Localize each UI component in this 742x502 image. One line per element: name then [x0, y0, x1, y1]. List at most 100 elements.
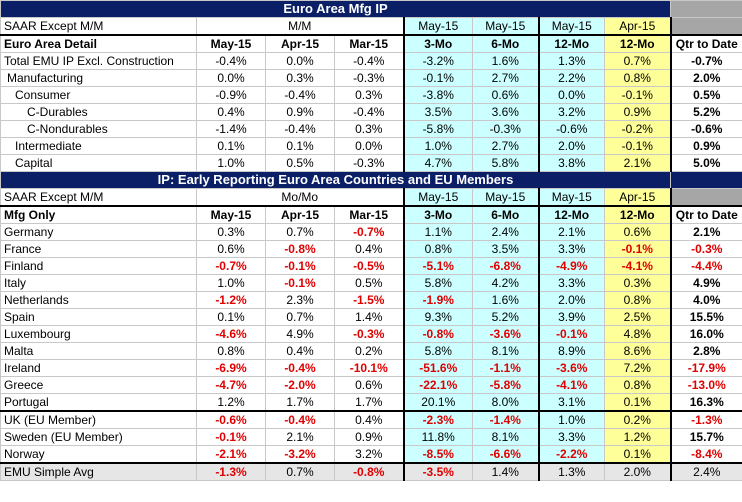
row-label: Norway — [0, 445, 197, 464]
sub-h4: Apr-15 — [603, 188, 672, 207]
row-value: -0.1% — [537, 325, 605, 343]
row-value: -5.1% — [402, 257, 473, 275]
row-value: 2.0% — [537, 291, 605, 309]
eu-row: Sweden (EU Member) -0.1% 2.1% 0.9% 11.8% 8.1%… — [0, 428, 742, 446]
row-value: -2.2% — [537, 445, 605, 464]
row-value: 0.5% — [334, 274, 404, 292]
row-value: 2.0% — [669, 69, 742, 87]
row-value: 5.8% — [472, 154, 539, 172]
hdr-col: 3-Mo — [402, 34, 473, 53]
row-value: 15.5% — [669, 308, 742, 326]
top-title-text: Euro Area Mfg IP — [0, 0, 672, 18]
row-value: -0.7% — [334, 223, 404, 241]
row-value: -4.7% — [196, 376, 266, 394]
row-value: 3.2% — [537, 103, 605, 121]
row-value: 1.0% — [402, 137, 473, 155]
row-value: 0.6% — [334, 376, 404, 394]
country-row: Portugal 1.2% 1.7% 1.7% 20.1% 8.0% 3.1% 0.1% 16.… — [0, 393, 742, 412]
row-value: -17.9% — [669, 359, 742, 377]
row-value: 0.8% — [603, 376, 672, 394]
hdr-col: Mar-15 — [334, 205, 404, 224]
row-value: -0.8% — [265, 240, 335, 258]
row-value: 0.3% — [334, 120, 404, 138]
country-row: Germany 0.3% 0.7% -0.7% 1.1% 2.4% 2.1% 0.6% 2.1% — [0, 223, 742, 241]
country-row: Spain 0.1% 0.7% 1.4% 9.3% 5.2% 3.9% 2.5% 15.5% — [0, 308, 742, 326]
row-value: 0.8% — [196, 342, 266, 360]
hdr-col: 3-Mo — [402, 205, 473, 224]
row-value: 16.0% — [669, 325, 742, 343]
row-value: -0.8% — [334, 462, 404, 481]
eu-row: UK (EU Member) -0.6% -0.4% 0.4% -2.3% -1.4% 1.… — [0, 410, 742, 429]
row-label: EMU Simple Avg — [0, 462, 197, 481]
row-value: 3.2% — [334, 445, 404, 464]
row-value: 0.7% — [603, 52, 672, 70]
row-value: 2.1% — [669, 223, 742, 241]
row-value: -1.3% — [196, 462, 266, 481]
row-value: -4.4% — [669, 257, 742, 275]
row-value: -0.6% — [196, 410, 266, 429]
country-row: Ireland -6.9% -0.4% -10.1% -51.6% -1.1% -3.6% 7… — [0, 359, 742, 377]
row-value: -0.3% — [669, 240, 742, 258]
row-label: Italy — [0, 274, 197, 292]
row-value: -51.6% — [402, 359, 473, 377]
row-value: 7.2% — [603, 359, 672, 377]
row-value: -6.9% — [196, 359, 266, 377]
row-value: -1.2% — [196, 291, 266, 309]
row-value: 16.3% — [669, 393, 742, 412]
row-value: -5.8% — [472, 376, 539, 394]
country-row: Greece -4.7% -2.0% 0.6% -22.1% -5.8% -4.1% 0.8%… — [0, 376, 742, 394]
row-value: -0.4% — [265, 359, 335, 377]
row-value: 0.0% — [334, 137, 404, 155]
row-value: 15.7% — [669, 428, 742, 446]
row-label: C-Nondurables — [0, 120, 197, 138]
row-value: -0.5% — [334, 257, 404, 275]
row-value: 4.2% — [472, 274, 539, 292]
avg-row: EMU Simple Avg -1.3% 0.7% -0.8% -3.5% 1.4% 1.3… — [0, 462, 742, 481]
row-label: Finland — [0, 257, 197, 275]
row-value: 0.1% — [196, 137, 266, 155]
row-value: 0.9% — [603, 103, 672, 121]
row-value: 3.3% — [537, 428, 605, 446]
hdr-col: May-15 — [196, 34, 266, 53]
row-label: Germany — [0, 223, 197, 241]
row-value: 1.4% — [472, 462, 539, 481]
row-value: 8.9% — [537, 342, 605, 360]
hdr-col: 6-Mo — [472, 205, 539, 224]
detail-row: Total EMU IP Excl. Construction -0.4% 0.0%… — [0, 52, 742, 70]
row-value: 3.5% — [402, 103, 473, 121]
top-subheader: SAAR Except M/M M/M May-15 May-15 May-15 Apr-… — [0, 17, 742, 36]
row-value: 1.0% — [537, 410, 605, 429]
row-value: 0.4% — [334, 240, 404, 258]
row-value: 0.7% — [265, 308, 335, 326]
row-value: -10.1% — [334, 359, 404, 377]
sub-gray — [669, 188, 742, 207]
row-value: 0.6% — [196, 240, 266, 258]
row-value: -0.1% — [603, 240, 672, 258]
row-value: 2.2% — [537, 69, 605, 87]
title-corner — [670, 0, 742, 18]
row-value: -0.3% — [334, 325, 404, 343]
sub-h3: May-15 — [537, 17, 605, 36]
sub-h1: May-15 — [402, 188, 473, 207]
row-value: 0.0% — [196, 69, 266, 87]
row-label: Malta — [0, 342, 197, 360]
row-value: 0.1% — [603, 445, 672, 464]
row-value: -0.1% — [196, 428, 266, 446]
row-value: 2.8% — [669, 342, 742, 360]
row-value: -2.0% — [265, 376, 335, 394]
row-value: -0.1% — [402, 69, 473, 87]
row-value: 8.0% — [472, 393, 539, 412]
row-value: 0.3% — [334, 86, 404, 104]
row-value: -1.4% — [472, 410, 539, 429]
bottom-header: Mfg Only May-15 Apr-15 Mar-15 3-Mo 6-Mo 12-Mo 1… — [0, 205, 742, 224]
row-value: -3.8% — [402, 86, 473, 104]
row-value: -13.0% — [669, 376, 742, 394]
row-value: -4.1% — [603, 257, 672, 275]
row-value: -2.1% — [196, 445, 266, 464]
hdr-col: 6-Mo — [472, 34, 539, 53]
detail-row: Capital 1.0% 0.5% -0.3% 4.7% 5.8% 3.8% 2.1% 5.0% — [0, 154, 742, 172]
bottom-subheader: SAAR Except M/M Mo/Mo May-15 May-15 May-15 Ap… — [0, 188, 742, 207]
row-value: 5.2% — [472, 308, 539, 326]
row-value: 9.3% — [402, 308, 473, 326]
hdr-col: Mar-15 — [334, 34, 404, 53]
